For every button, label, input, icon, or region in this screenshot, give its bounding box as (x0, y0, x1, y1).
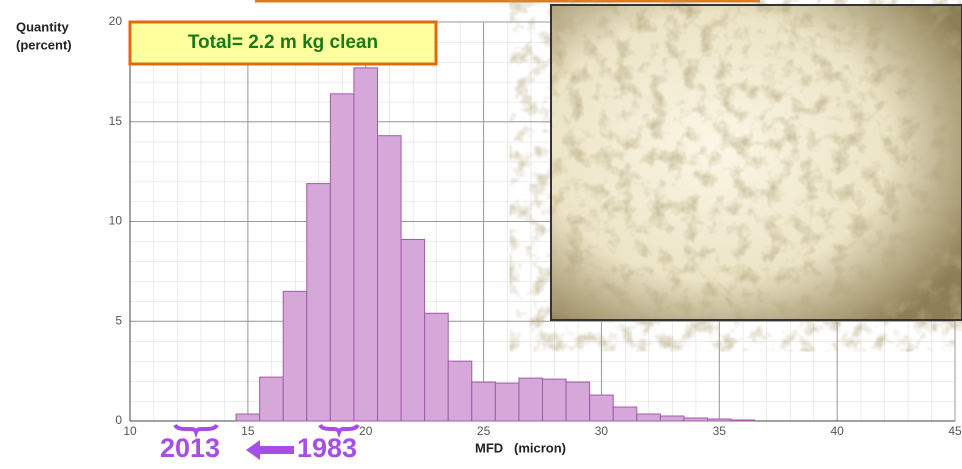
bar (708, 419, 732, 421)
x-tick-label: 40 (830, 424, 844, 438)
bar (378, 136, 402, 421)
y-tick-label: 15 (109, 114, 123, 128)
bar (283, 291, 307, 421)
bar (731, 420, 755, 421)
bar (684, 418, 708, 421)
bar (566, 382, 590, 421)
x-tick-label: 30 (595, 424, 609, 438)
bar (590, 395, 614, 421)
y-axis-label: Quantity (16, 19, 69, 34)
y-tick-label: 20 (109, 14, 123, 28)
x-tick-label: 25 (477, 424, 491, 438)
bar (425, 313, 449, 421)
x-tick-label: 45 (948, 424, 962, 438)
total-annotation: Total= 2.2 m kg clean (188, 32, 378, 53)
bar (543, 379, 567, 421)
year-label: 1983 (297, 433, 357, 463)
bar (519, 378, 543, 421)
bar (330, 94, 354, 421)
x-axis-label: MFD (micron) (475, 440, 566, 455)
y-tick-label: 10 (109, 214, 123, 228)
x-tick-label: 15 (241, 424, 255, 438)
x-tick-label: 20 (359, 424, 373, 438)
bar (236, 414, 260, 421)
y-tick-label: 5 (115, 313, 122, 327)
bar (260, 377, 284, 421)
bar (637, 414, 661, 421)
bar (401, 239, 425, 421)
bar (613, 407, 637, 421)
year-label: 2013 (160, 433, 220, 463)
photo-inset (551, 5, 962, 320)
bar (354, 68, 378, 421)
bar (448, 361, 472, 421)
x-tick-label: 10 (123, 424, 137, 438)
bar (660, 416, 684, 421)
x-tick-label: 35 (713, 424, 727, 438)
y-tick-label: 0 (115, 413, 122, 427)
y-axis-label: (percent) (16, 37, 72, 52)
bar (495, 383, 519, 421)
chart: 0 5 10 15 20 10 15 20 25 30 35 40 45 Total= 2.2 m kg… (0, 0, 962, 469)
wool-texture (551, 5, 962, 320)
bar (472, 382, 496, 421)
bar (307, 184, 331, 421)
